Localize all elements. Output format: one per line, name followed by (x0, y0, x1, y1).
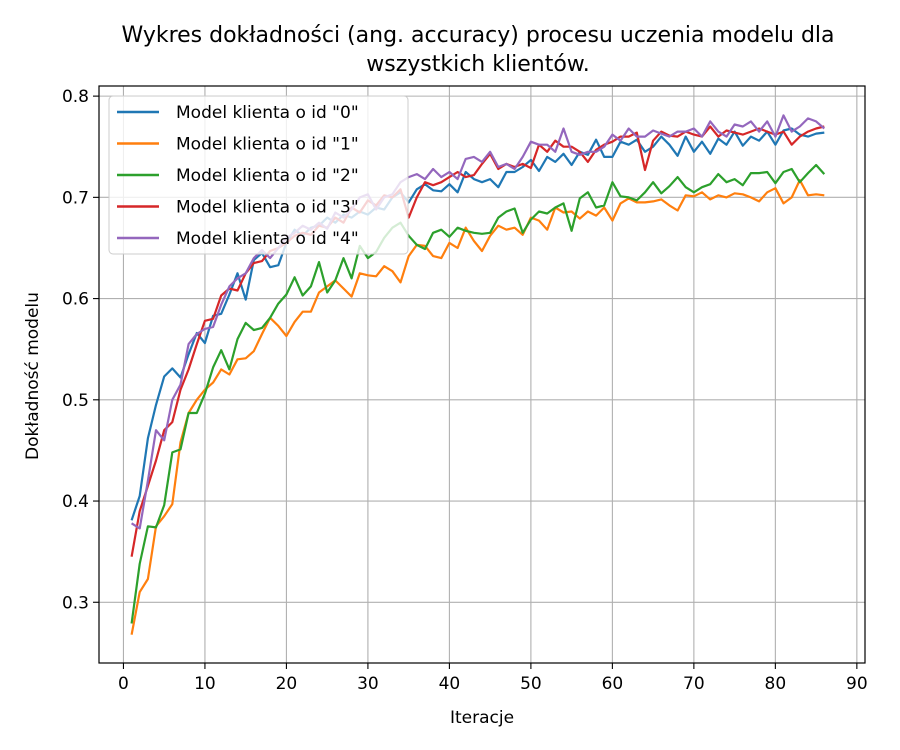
grid-lines (99, 86, 865, 663)
y-tick-label: 0.8 (62, 87, 89, 107)
y-tick-label: 0.4 (62, 492, 89, 512)
series-line-4 (131, 114, 826, 530)
y-tick-label: 0.7 (62, 188, 89, 208)
series-line-2 (130, 163, 826, 624)
chart-title-line2: wszystkich klientów. (366, 52, 590, 77)
y-tick-label: 0.5 (62, 391, 89, 411)
chart-title-line1: Wykres dokładności (ang. accuracy) proce… (121, 23, 834, 48)
y-tick-label: 0.3 (62, 593, 89, 613)
x-tick-label: 10 (194, 674, 216, 694)
legend-label-0: Model klienta o id "0" (176, 103, 359, 123)
legend-label-2: Model klienta o id "2" (176, 166, 359, 186)
x-tick-label: 0 (118, 674, 129, 694)
legend-label-1: Model klienta o id "1" (176, 135, 359, 155)
legend: Model klienta o id "0" Model klienta o id… (108, 95, 409, 255)
x-tick-label: 80 (765, 674, 787, 694)
plot-frame (98, 85, 866, 664)
y-tick-label: 0.6 (62, 290, 89, 310)
x-tick-label: 20 (276, 674, 298, 694)
y-axis-label: Dokładność modelu (23, 292, 43, 460)
legend-label-4: Model klienta o id "4" (176, 229, 359, 249)
legend-label-3: Model klienta o id "3" (176, 198, 359, 218)
series-lines (130, 114, 826, 635)
x-tick-label: 30 (357, 674, 379, 694)
x-tick-label: 40 (439, 674, 461, 694)
series-line-0 (130, 127, 825, 521)
x-tick-label: 70 (683, 674, 705, 694)
x-axis-label: Iteracje (450, 708, 514, 728)
y-axis-ticks: 0.3 0.4 0.5 0.6 0.7 0.8 (62, 87, 99, 613)
x-tick-label: 60 (602, 674, 624, 694)
x-tick-label: 90 (846, 674, 868, 694)
series-line-1 (130, 179, 825, 635)
legend-box (108, 95, 409, 255)
x-axis-ticks: 0 10 20 30 40 50 60 70 80 90 (118, 663, 868, 694)
x-tick-label: 50 (520, 674, 542, 694)
